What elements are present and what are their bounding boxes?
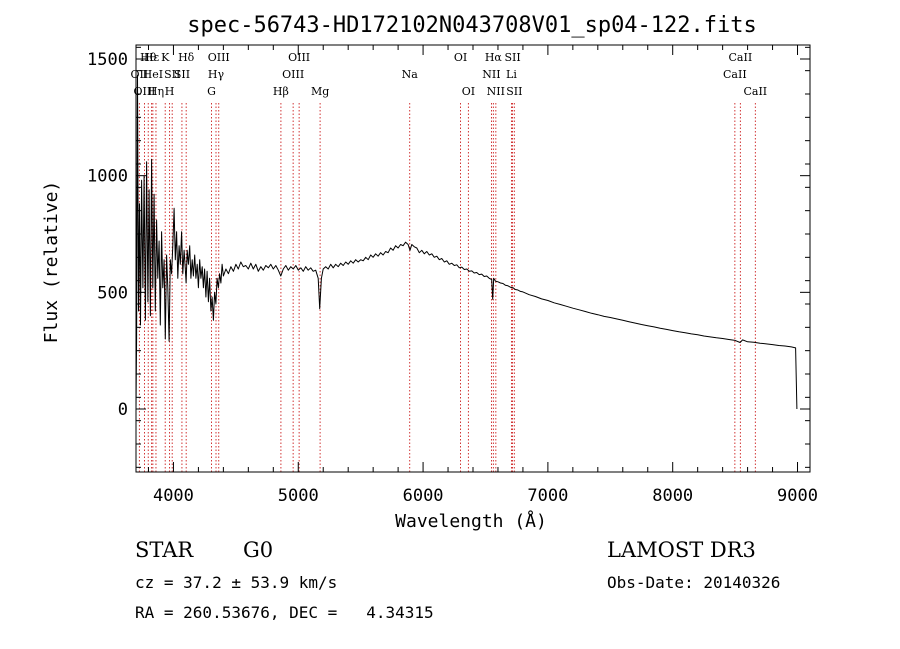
spectral-line-label-1: Hθ [140,51,157,64]
object-class: STAR [135,538,194,562]
y-tick-label-1: 500 [97,283,128,303]
spectral-line-label-18: Na [402,68,419,81]
chart-title: spec-56743-HD172102N043708V01_sp04-122.f… [187,13,757,38]
y-axis-label: Flux (relative) [41,181,62,344]
spectral-line-label-22: NII [482,68,500,81]
object-subclass: G0 [243,538,274,562]
x-tick-label-0: 4000 [153,486,194,506]
spectral-line-label-9: Hδ [178,51,195,64]
survey-name: LAMOST DR3 [607,538,756,562]
spectral-line-label-13: G [207,85,216,98]
spectral-line-label-15: OIII [288,51,310,64]
spectral-line-label-17: Mg [311,85,329,98]
spectral-line-label-19: OI [454,51,467,64]
spectral-line-label-24: SII [504,51,520,64]
spectral-line-label-10: SII [174,68,190,81]
axes: 4000 5000 6000 7000 8000 9000 0 500 1000 1500 [87,44,818,506]
spectral-line-label-14: Hβ [273,85,289,98]
spectral-line-markers: OII Hθ OIII Hε HeI Hη K SII H Hδ SII OIII Hγ G Hβ OIII O… [131,51,767,472]
spectral-line-label-8: H [165,85,175,98]
spectral-line-label-3: Hε [144,51,160,64]
y-tick-label-0: 0 [118,400,128,420]
y-tick-label-3: 1500 [87,50,128,70]
x-tick-label-1: 5000 [278,486,319,506]
x-tick-label-4: 8000 [652,486,693,506]
x-axis-label: Wavelength (Å) [395,510,547,532]
spectral-line-label-21: Hα [485,51,503,64]
spectral-line-label-11: OIII [208,51,230,64]
x-tick-label-5: 9000 [777,486,818,506]
spectral-line-label-5: Hη [148,85,164,98]
x-tick-label-3: 7000 [527,486,568,506]
spectral-line-label-20: OI [462,85,475,98]
spectral-line-label-4: HeI [143,68,163,81]
x-tick-label-2: 6000 [403,486,444,506]
spectral-line-label-0: OII [131,68,149,81]
spectral-line-label-12: Hγ [208,68,225,81]
series-spectrum [135,74,798,410]
spectral-line-label-25: Li [506,68,517,81]
redshift-readout: cz = 37.2 ± 53.9 km/s [135,573,338,592]
spectrum-series [135,74,798,410]
plot-frame [135,44,811,473]
spectral-line-label-28: CaII [723,68,747,81]
observation-date: Obs-Date: 20140326 [607,573,781,592]
coordinates-readout: RA = 260.53676, DEC = 4.34315 [135,603,434,622]
spectral-line-label-6: K [161,51,170,64]
spectral-line-label-2: OIII [133,85,155,98]
spectral-line-label-26: SII [506,85,522,98]
spectral-line-label-16: OIII [282,68,304,81]
spectral-line-label-23: NII [487,85,505,98]
spectral-line-label-29: CaII [743,85,767,98]
spectral-line-label-7: SII [164,68,180,81]
spectral-line-label-27: CaII [729,51,753,64]
y-tick-label-2: 1000 [87,167,128,187]
